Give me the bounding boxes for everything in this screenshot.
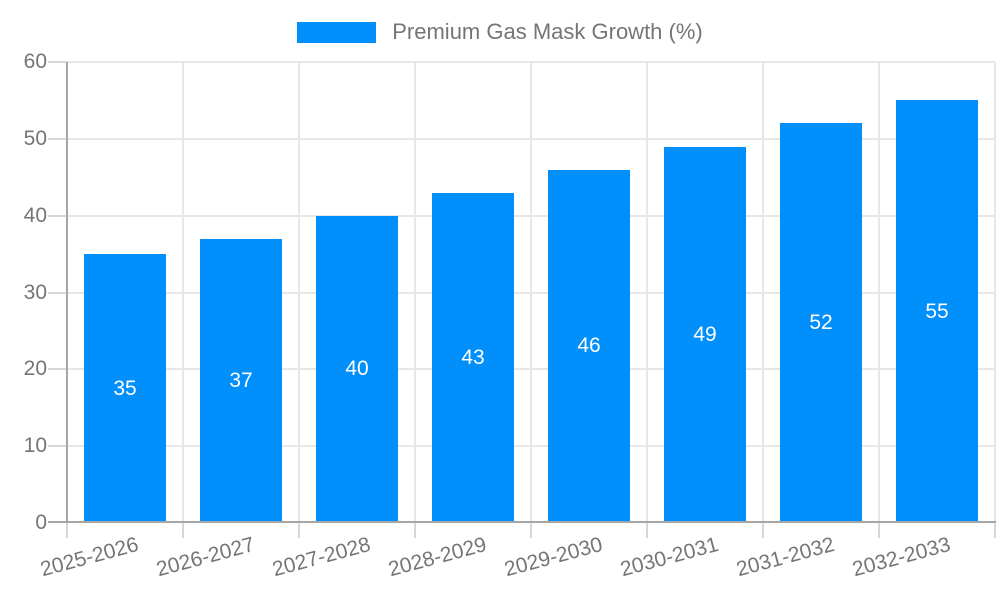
bar-value-label: 55	[925, 299, 949, 323]
bar-value-label: 40	[345, 357, 369, 381]
bar-value-label: 35	[113, 376, 137, 400]
bar-2032-2033[interactable]: 55	[896, 100, 978, 523]
x-axis-line	[48, 521, 996, 523]
bar-2030-2031[interactable]: 49	[664, 146, 746, 523]
x-gridline	[414, 62, 416, 523]
y-axis-tick-label: 40	[23, 203, 47, 227]
x-axis-tick	[878, 523, 880, 538]
legend-item[interactable]: Premium Gas Mask Growth (%)	[297, 19, 703, 45]
x-gridline	[762, 62, 764, 523]
y-axis-tick	[48, 137, 67, 140]
y-axis-tick	[48, 61, 67, 63]
x-axis-tick	[414, 523, 416, 538]
y-axis-tick-label: 10	[23, 434, 47, 458]
bar-value-label: 37	[229, 368, 253, 392]
y-axis-tick	[48, 368, 67, 371]
y-axis-tick-label: 50	[23, 126, 47, 150]
x-gridline	[994, 62, 996, 523]
y-axis-tick	[48, 445, 67, 448]
bar-value-label: 46	[577, 334, 601, 358]
x-axis-tick	[994, 523, 996, 538]
y-axis-tick	[48, 291, 67, 294]
x-gridline	[298, 62, 300, 523]
bar-2029-2030[interactable]: 46	[548, 169, 630, 523]
y-axis-line	[66, 62, 68, 523]
x-axis-tick	[298, 523, 300, 538]
bar-2028-2029[interactable]: 43	[432, 192, 514, 523]
x-axis-tick	[66, 523, 68, 538]
legend-label: Premium Gas Mask Growth (%)	[392, 19, 703, 44]
x-axis-tick	[530, 523, 532, 538]
legend: Premium Gas Mask Growth (%)	[0, 19, 1000, 45]
bar-value-label: 49	[693, 322, 717, 346]
x-gridline	[646, 62, 648, 523]
legend-swatch-icon	[297, 21, 377, 43]
bar-value-label: 52	[809, 311, 833, 335]
y-axis-tick-label: 60	[23, 50, 47, 73]
x-gridline	[878, 62, 880, 523]
bar-2026-2027[interactable]: 37	[200, 238, 282, 523]
y-axis-tick-label: 20	[23, 357, 47, 381]
y-axis-tick-label: 0	[35, 511, 47, 534]
y-axis-tick-label: 30	[23, 280, 47, 304]
x-axis-tick	[762, 523, 764, 538]
bar-value-label: 43	[461, 345, 485, 369]
bar-2027-2028[interactable]: 40	[316, 215, 398, 523]
x-axis-tick	[646, 523, 648, 538]
y-axis-tick	[48, 214, 67, 217]
x-axis-tick	[182, 523, 184, 538]
bar-2025-2026[interactable]: 35	[84, 254, 166, 523]
x-gridline	[182, 62, 184, 523]
bar-2031-2032[interactable]: 52	[780, 123, 862, 523]
x-gridline	[530, 62, 532, 523]
